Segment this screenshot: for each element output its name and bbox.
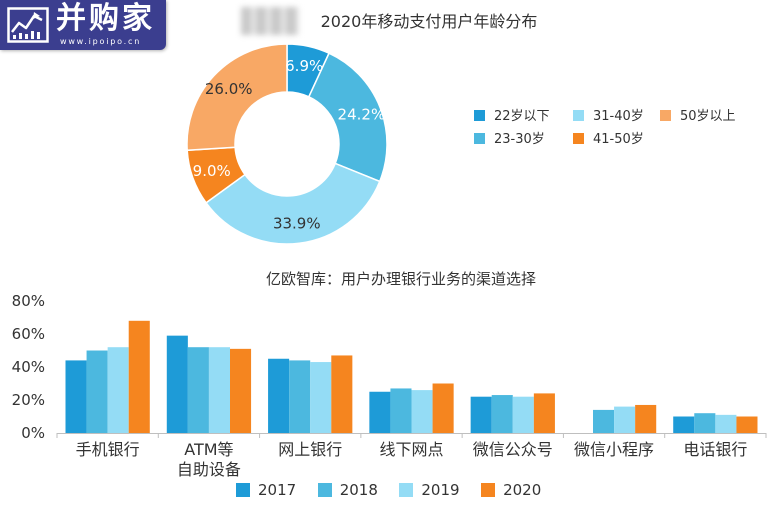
donut-slice — [307, 52, 388, 183]
bar-2019 — [310, 362, 332, 433]
legend-swatch — [317, 482, 332, 497]
bar-2019 — [512, 396, 534, 433]
slice-value-label: 24.2% — [338, 106, 386, 124]
legend-item: 2020 — [481, 482, 541, 498]
x-tick-label: ATM等 自助设备 — [176, 440, 241, 479]
bar-2020 — [736, 416, 758, 433]
legend-label: 2020 — [503, 481, 542, 499]
legend-swatch — [236, 482, 250, 497]
slice-value-label: 26.0% — [205, 80, 253, 98]
bar-2018 — [86, 350, 108, 433]
legend-label: 23-30岁 — [494, 132, 545, 147]
bar-2017 — [369, 391, 391, 433]
legend-swatch — [474, 133, 485, 144]
donut-slice — [186, 43, 288, 152]
x-tick-label: 微信小程序 — [574, 440, 655, 459]
bar-2020 — [533, 393, 555, 433]
legend-item: 22岁以下 — [474, 109, 550, 125]
legend-swatch — [474, 110, 485, 121]
logo: 并购家 www.ipoipo.cn — [0, 0, 166, 50]
bar-2020 — [230, 348, 252, 433]
legend-item: 2018 — [317, 481, 378, 499]
x-tick-label: 手机银行 — [75, 440, 140, 459]
y-tick-label: 80% — [12, 292, 45, 310]
legend-swatch — [481, 482, 496, 497]
y-tick-label: 60% — [12, 325, 45, 343]
bar-2018 — [593, 409, 615, 433]
legend-label: 22岁以下 — [494, 109, 550, 124]
blurred-watermark — [241, 7, 299, 35]
slice-value-label: 6.9% — [285, 57, 323, 75]
legend-label: 2018 — [339, 481, 378, 499]
x-tick-label: 微信公众号 — [472, 440, 553, 459]
legend-item: 50岁以上 — [660, 109, 736, 125]
bar-2019 — [614, 406, 636, 433]
bar-2019 — [107, 347, 129, 433]
legend-item: 2019 — [399, 481, 460, 499]
legend-label: 2019 — [421, 481, 460, 499]
slice-value-label: 9.0% — [193, 162, 231, 180]
bar-2017 — [268, 358, 290, 433]
legend-swatch — [399, 482, 414, 497]
slice-value-label: 33.9% — [273, 214, 321, 232]
legend-label: 50岁以上 — [680, 109, 736, 124]
chart-logo-icon — [7, 7, 49, 43]
bar-2020 — [432, 383, 454, 433]
bar-2018 — [491, 395, 513, 433]
legend-item: 31-40岁 — [573, 109, 644, 125]
donut-chart-title: 2020年移动支付用户年龄分布 — [320, 12, 538, 31]
y-tick-label: 0% — [21, 424, 45, 442]
logo-name: 并购家 — [56, 1, 155, 36]
donut-slice — [205, 162, 381, 245]
y-tick-label: 40% — [12, 358, 45, 376]
legend-label: 2017 — [258, 481, 297, 499]
legend-swatch — [573, 133, 584, 144]
bar-2020 — [635, 404, 657, 433]
legend-label: 31-40岁 — [593, 109, 644, 124]
bar-2018 — [390, 388, 412, 433]
bar-2019 — [715, 414, 737, 433]
legend-item: 2017 — [236, 482, 296, 498]
legend-item: 41-50岁 — [573, 132, 644, 148]
bar-2019 — [208, 347, 230, 433]
bar-2018 — [694, 413, 716, 433]
bar-2019 — [411, 390, 433, 433]
legend-item: 23-30岁 — [474, 132, 545, 148]
x-tick-label: 线下网点 — [379, 440, 444, 459]
legend-swatch — [660, 110, 671, 121]
logo-url: www.ipoipo.cn — [60, 37, 142, 46]
bar-2017 — [166, 335, 188, 433]
bar-chart-title: 亿欧智库：用户办理银行业务的渠道选择 — [265, 270, 536, 288]
x-tick-label: 电话银行 — [683, 440, 748, 459]
legend-swatch — [573, 110, 584, 121]
x-tick-label: 网上银行 — [278, 440, 343, 459]
bar-2018 — [289, 360, 311, 433]
bar-2017 — [65, 360, 87, 433]
bar-2017 — [673, 416, 695, 433]
bar-2020 — [128, 320, 150, 433]
bar-chart: 0% 20% 40% 60% 80% — [12, 292, 767, 442]
y-tick-label: 20% — [12, 391, 45, 409]
donut-chart: 6.9% 24.2% 33.9% 9.0% 26.0% — [186, 43, 388, 245]
bar-2018 — [187, 347, 209, 433]
legend-label: 41-50岁 — [593, 132, 644, 147]
bar-2017 — [470, 396, 492, 433]
bar-2020 — [331, 355, 353, 433]
